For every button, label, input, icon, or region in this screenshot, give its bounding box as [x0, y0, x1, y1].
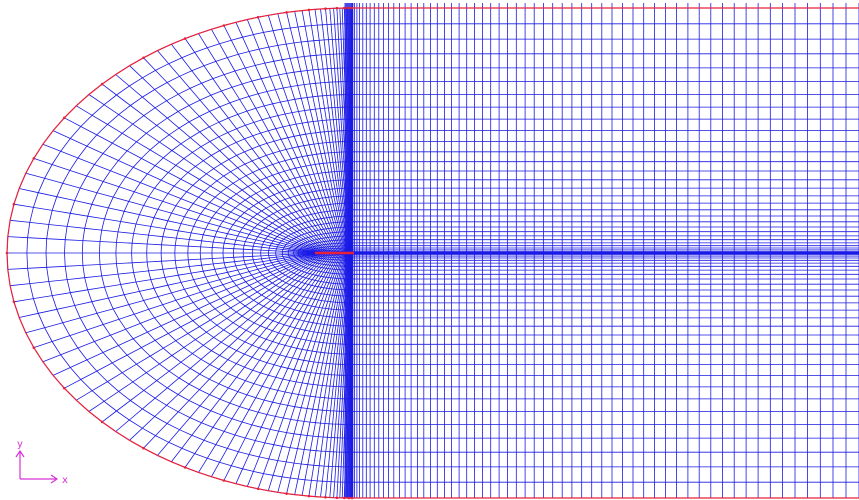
- boundary-node: [308, 9, 311, 12]
- boundary-node: [101, 83, 104, 86]
- boundary-node: [63, 117, 66, 120]
- boundary-node: [324, 496, 327, 499]
- boundary-node: [257, 16, 260, 19]
- boundary-node: [285, 492, 288, 495]
- boundary-node: [343, 7, 346, 10]
- boundary-node: [285, 11, 288, 14]
- boundary-node: [63, 387, 66, 390]
- boundary-node: [33, 346, 36, 349]
- boundary-node: [33, 157, 36, 160]
- boundary-node: [348, 7, 351, 10]
- boundary-node: [223, 24, 226, 27]
- boundary-node: [142, 57, 145, 60]
- boundary-node: [6, 252, 9, 255]
- boundary-node: [336, 7, 339, 10]
- boundary-node: [142, 447, 145, 450]
- boundary-node: [13, 203, 16, 206]
- boundary-node: [348, 497, 351, 500]
- triad-x-label: x: [62, 475, 68, 486]
- boundary-node: [336, 497, 339, 500]
- boundary-node: [101, 421, 104, 424]
- boundary-node: [308, 495, 311, 498]
- boundary-node: [351, 7, 354, 10]
- triad-y-label: y: [17, 439, 23, 450]
- boundary-node: [257, 488, 260, 491]
- boundary-node: [184, 466, 187, 469]
- page: {"axis_triad": {"y_label": "y", "x_label…: [0, 0, 859, 500]
- boundary-node: [351, 497, 354, 500]
- boundary-node: [223, 479, 226, 482]
- boundary-node: [184, 37, 187, 40]
- boundary-node: [324, 7, 327, 10]
- boundary-node: [13, 301, 16, 304]
- boundary-node: [343, 497, 346, 500]
- mesh-viewport: y x: [0, 0, 859, 500]
